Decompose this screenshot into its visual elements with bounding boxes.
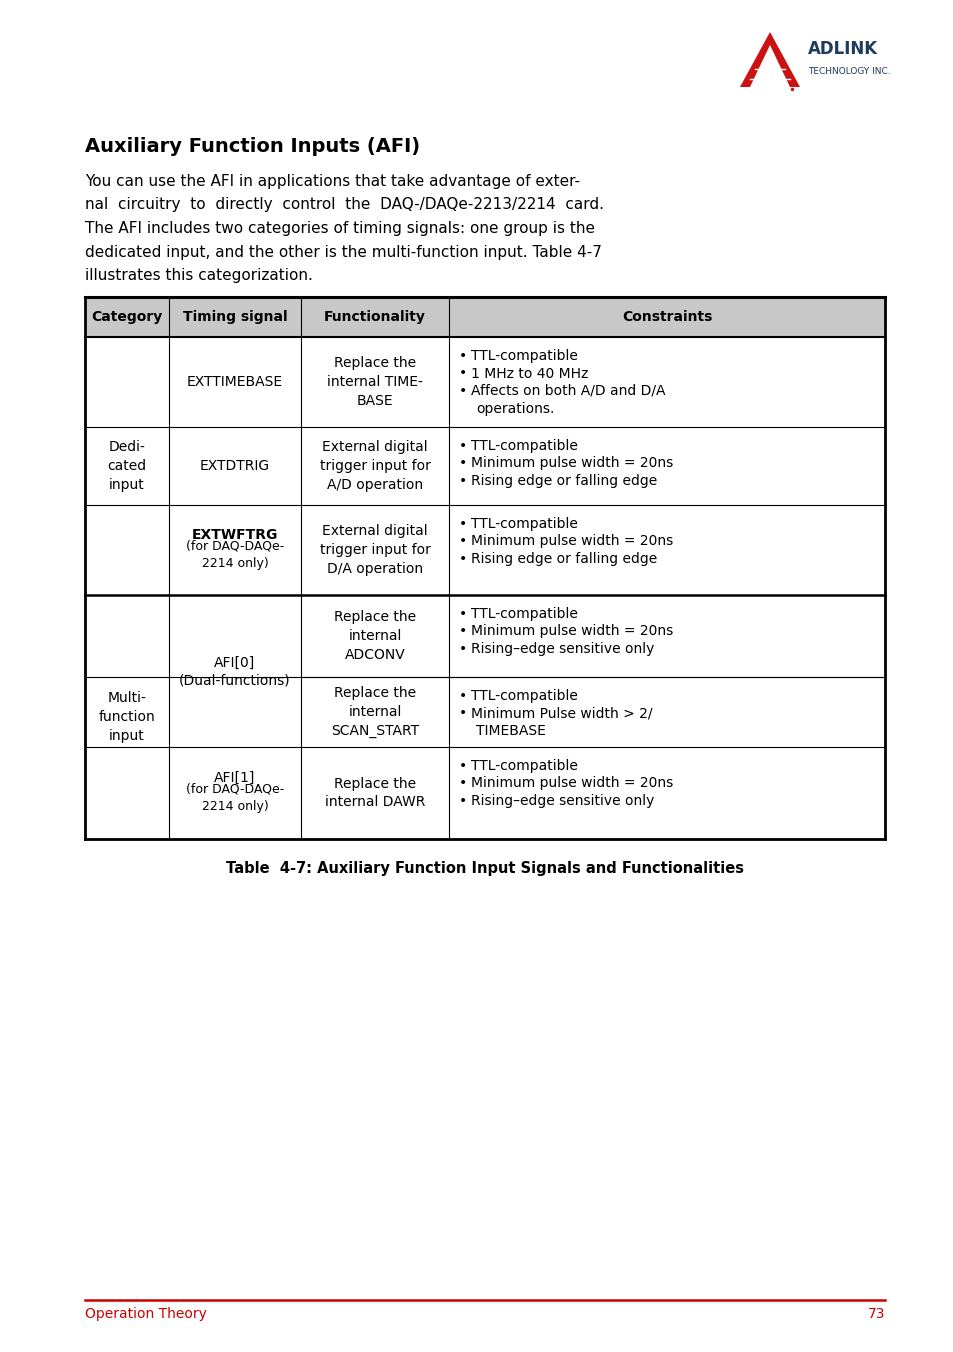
Text: EXTWFTRG: EXTWFTRG bbox=[192, 529, 278, 542]
Text: The AFI includes two categories of timing signals: one group is the: The AFI includes two categories of timin… bbox=[85, 220, 595, 237]
Text: TIMEBASE: TIMEBASE bbox=[476, 725, 545, 738]
Text: •: • bbox=[458, 642, 467, 656]
Text: (Dual-functions): (Dual-functions) bbox=[179, 675, 291, 688]
Text: •: • bbox=[458, 776, 467, 791]
Text: •: • bbox=[458, 552, 467, 566]
Text: •: • bbox=[458, 758, 467, 773]
Text: (for DAQ-DAQe-
2214 only): (for DAQ-DAQe- 2214 only) bbox=[186, 539, 284, 571]
Polygon shape bbox=[740, 32, 800, 87]
Text: You can use the AFI in applications that take advantage of exter-: You can use the AFI in applications that… bbox=[85, 174, 579, 189]
Text: Category: Category bbox=[91, 310, 162, 324]
Text: Minimum pulse width = 20ns: Minimum pulse width = 20ns bbox=[471, 457, 673, 470]
Text: TTL-compatible: TTL-compatible bbox=[471, 349, 578, 362]
Text: dedicated input, and the other is the multi-function input. Table 4-7: dedicated input, and the other is the mu… bbox=[85, 245, 601, 260]
Text: 1 MHz to 40 MHz: 1 MHz to 40 MHz bbox=[471, 366, 588, 380]
Text: •: • bbox=[458, 534, 467, 549]
Text: Minimum Pulse width > 2/: Minimum Pulse width > 2/ bbox=[471, 707, 652, 721]
Text: Auxiliary Function Inputs (AFI): Auxiliary Function Inputs (AFI) bbox=[85, 137, 419, 155]
Text: •: • bbox=[458, 384, 467, 397]
Text: •: • bbox=[458, 625, 467, 638]
Text: operations.: operations. bbox=[476, 402, 554, 415]
Text: Replace the
internal TIME-
BASE: Replace the internal TIME- BASE bbox=[327, 356, 422, 408]
Text: •: • bbox=[458, 349, 467, 362]
Text: EXTDTRIG: EXTDTRIG bbox=[200, 458, 270, 473]
Bar bbox=[85, 297, 884, 337]
Text: Minimum pulse width = 20ns: Minimum pulse width = 20ns bbox=[471, 625, 673, 638]
Text: External digital
trigger input for
A/D operation: External digital trigger input for A/D o… bbox=[319, 439, 430, 492]
Text: TTL-compatible: TTL-compatible bbox=[471, 607, 578, 621]
Text: Functionality: Functionality bbox=[324, 310, 425, 324]
Text: Rising edge or falling edge: Rising edge or falling edge bbox=[471, 475, 657, 488]
Text: Minimum pulse width = 20ns: Minimum pulse width = 20ns bbox=[471, 534, 673, 549]
Text: Dedi-
cated
input: Dedi- cated input bbox=[108, 439, 147, 492]
Text: Rising edge or falling edge: Rising edge or falling edge bbox=[471, 552, 657, 566]
Text: EXTTIMEBASE: EXTTIMEBASE bbox=[187, 375, 283, 389]
Text: •: • bbox=[458, 475, 467, 488]
Text: Replace the
internal
ADCONV: Replace the internal ADCONV bbox=[334, 610, 416, 662]
Text: Constraints: Constraints bbox=[621, 310, 712, 324]
Text: AFI[0]: AFI[0] bbox=[214, 656, 255, 671]
Text: Timing signal: Timing signal bbox=[182, 310, 287, 324]
Text: Replace the
internal DAWR: Replace the internal DAWR bbox=[324, 776, 425, 810]
Text: Table  4-7: Auxiliary Function Input Signals and Functionalities: Table 4-7: Auxiliary Function Input Sign… bbox=[226, 861, 743, 876]
Text: •: • bbox=[458, 516, 467, 531]
Text: nal  circuitry  to  directly  control  the  DAQ-/DAQe-2213/2214  card.: nal circuitry to directly control the DA… bbox=[85, 197, 603, 212]
Text: TTL-compatible: TTL-compatible bbox=[471, 758, 578, 773]
Text: illustrates this categorization.: illustrates this categorization. bbox=[85, 268, 313, 283]
Text: Affects on both A/D and D/A: Affects on both A/D and D/A bbox=[471, 384, 665, 397]
Text: ADLINK: ADLINK bbox=[807, 41, 877, 58]
Text: Replace the
internal
SCAN_START: Replace the internal SCAN_START bbox=[331, 685, 418, 738]
Text: TTL-compatible: TTL-compatible bbox=[471, 690, 578, 703]
Text: Multi-
function
input: Multi- function input bbox=[98, 691, 155, 744]
Text: TECHNOLOGY INC.: TECHNOLOGY INC. bbox=[807, 66, 890, 76]
Text: •: • bbox=[458, 457, 467, 470]
Text: •: • bbox=[458, 707, 467, 721]
Text: Minimum pulse width = 20ns: Minimum pulse width = 20ns bbox=[471, 776, 673, 791]
Text: TTL-compatible: TTL-compatible bbox=[471, 439, 578, 453]
Text: •: • bbox=[458, 439, 467, 453]
Text: Rising–edge sensitive only: Rising–edge sensitive only bbox=[471, 794, 654, 808]
Text: •: • bbox=[458, 794, 467, 808]
Text: •: • bbox=[458, 366, 467, 380]
Text: TTL-compatible: TTL-compatible bbox=[471, 516, 578, 531]
Text: External digital
trigger input for
D/A operation: External digital trigger input for D/A o… bbox=[319, 525, 430, 576]
Text: Operation Theory: Operation Theory bbox=[85, 1307, 207, 1321]
Text: Rising–edge sensitive only: Rising–edge sensitive only bbox=[471, 642, 654, 656]
Text: AFI[1]: AFI[1] bbox=[214, 771, 255, 786]
Text: (for DAQ-DAQe-
2214 only): (for DAQ-DAQe- 2214 only) bbox=[186, 783, 284, 814]
Text: 73: 73 bbox=[866, 1307, 884, 1321]
Text: •: • bbox=[458, 607, 467, 621]
Text: •: • bbox=[458, 690, 467, 703]
